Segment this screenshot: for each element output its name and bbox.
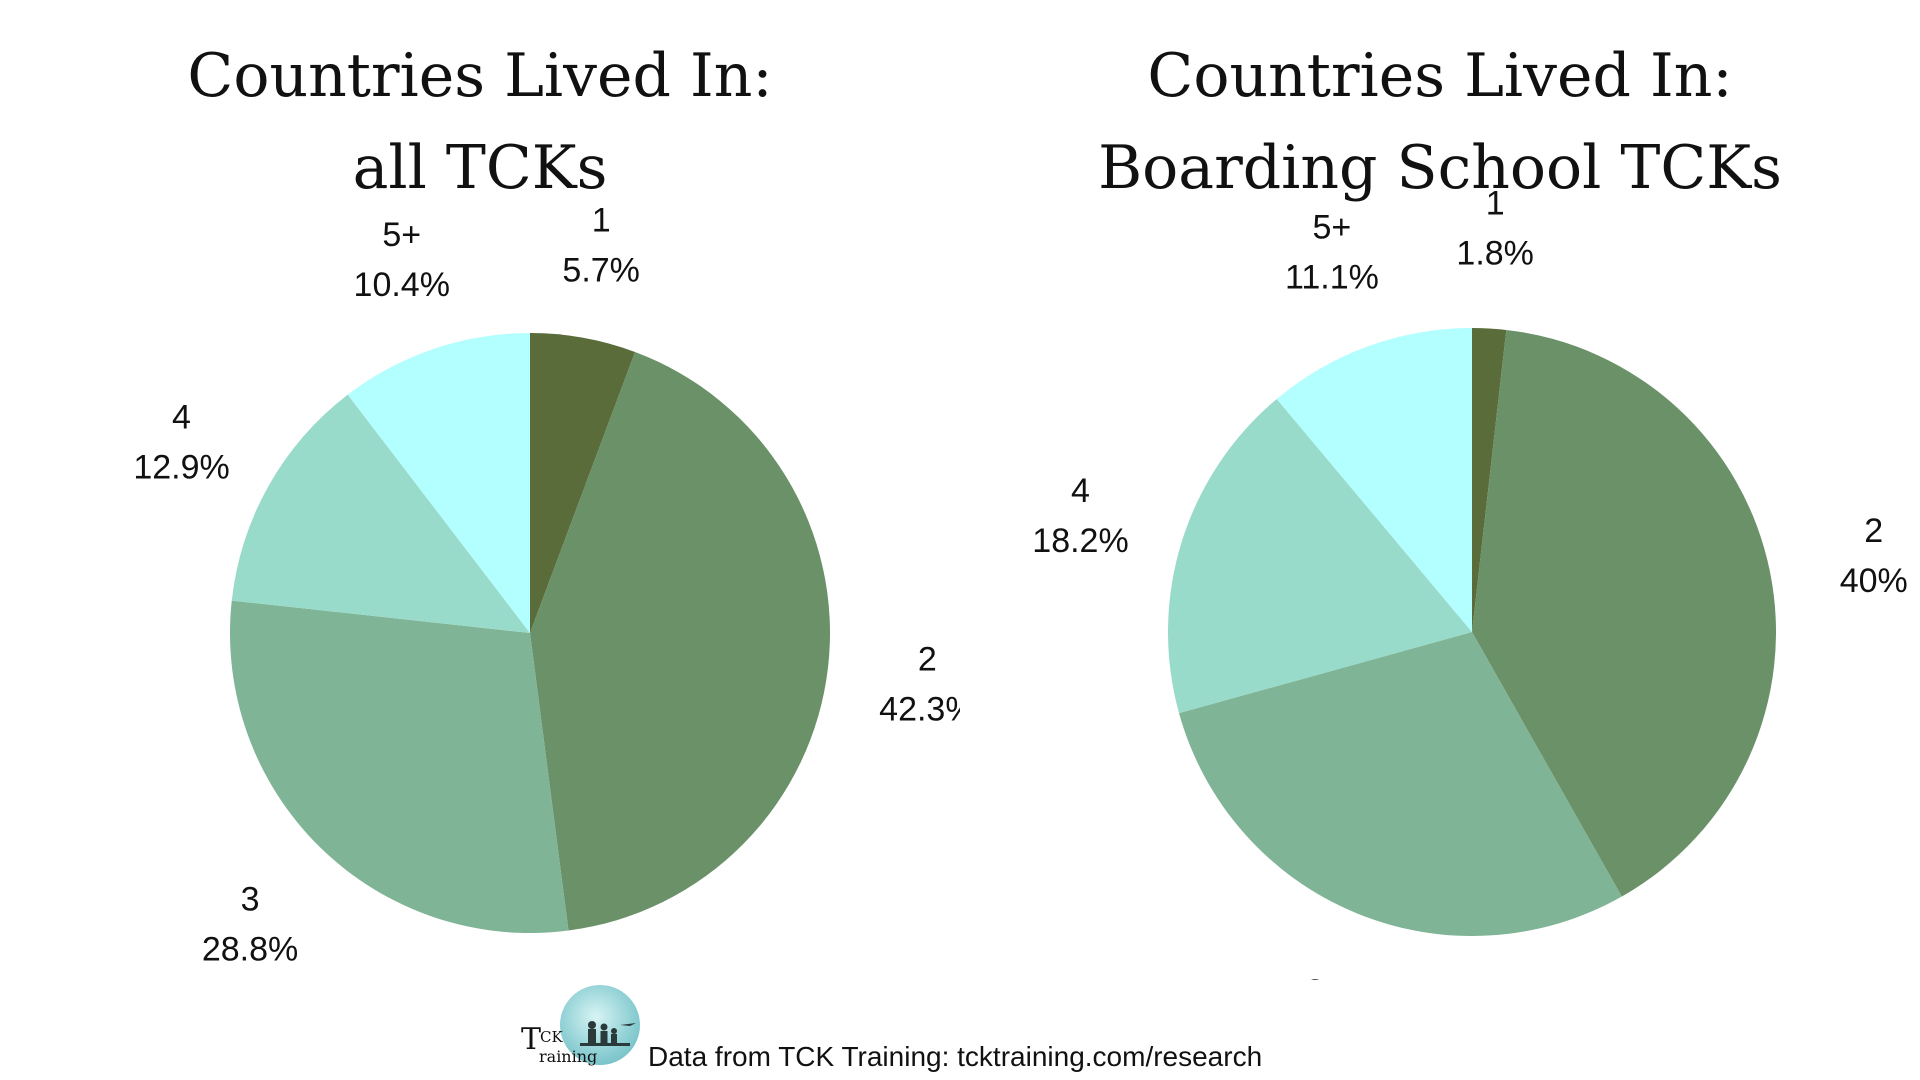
pie-slice-2: [1472, 329, 1777, 897]
slice-value-label: 42.3%: [879, 691, 960, 729]
slice-value-label: 11.1%: [1285, 259, 1379, 297]
slice-category-label: 5+: [382, 216, 421, 254]
slice-value-label: 28.8%: [202, 931, 298, 969]
slice-category-label: 2: [918, 641, 937, 679]
footer: T CK raining Data from TCK Training: tck…: [515, 985, 1262, 1075]
logo-text-ck: CK: [540, 1028, 563, 1046]
slice-category-label: 3: [241, 881, 260, 919]
slice-category-label: 1: [592, 201, 611, 239]
family-figures-icon: [580, 1021, 636, 1046]
slice-category-label: 5+: [1313, 209, 1352, 247]
logo-text-training: raining: [539, 1047, 598, 1066]
chart-title-line-2: all TCKs: [352, 133, 608, 203]
chart-title: Countries Lived In: all TCKs: [0, 30, 960, 214]
pie-slice-1: [1472, 328, 1507, 632]
slice-category-label: 2: [1864, 512, 1883, 550]
pie-slice-4: [231, 394, 531, 633]
chart-title-line-1: Countries Lived In:: [187, 41, 773, 111]
pie-slice-4: [1168, 398, 1472, 714]
slice-value-label: 40%: [1840, 562, 1908, 600]
chart-title-line-1: Countries Lived In:: [1147, 41, 1733, 111]
chart-title: Countries Lived In: Boarding School TCKs: [960, 30, 1920, 214]
pie-slice-5+: [347, 333, 530, 633]
chart-title-line-2: Boarding School TCKs: [1098, 133, 1782, 203]
pie-chart: 11.8%240%328.9%418.2%5+11.1%: [1032, 185, 1908, 980]
pie-slice-3: [230, 600, 569, 933]
chart-all-tcks: Countries Lived In: all TCKs 1 5.7% 2 42.3%…: [0, 0, 960, 980]
slice-value-label: 1.8%: [1456, 235, 1534, 273]
slice-category-label: 1: [1486, 185, 1505, 223]
slice-value-label: 5.7%: [562, 251, 640, 289]
slice-value-label: 12.9%: [133, 449, 229, 487]
slice-value-label: 10.4%: [354, 266, 450, 304]
pie-slice-1: [530, 333, 636, 633]
slice-category-label: 3: [1306, 973, 1325, 980]
slice-category-label: 4: [172, 399, 191, 437]
logo-text-t: T: [521, 1022, 542, 1057]
pie-slice-3: [1179, 632, 1622, 936]
pie-chart: 1 5.7% 2 42.3% 3 28.8% 4 12.9% 5+ 10.4%: [133, 201, 960, 969]
chart-boarding-school-tcks: Countries Lived In: Boarding School TCKs…: [960, 0, 1920, 980]
pie-slice-2: [530, 351, 831, 931]
slice-category-label: 4: [1071, 472, 1090, 510]
tck-training-logo: T CK raining: [515, 985, 640, 1075]
pie-slice-5+: [1276, 328, 1472, 632]
slice-value-label: 18.2%: [1032, 522, 1128, 560]
source-caption: Data from TCK Training: tcktraining.com/…: [648, 1041, 1263, 1072]
